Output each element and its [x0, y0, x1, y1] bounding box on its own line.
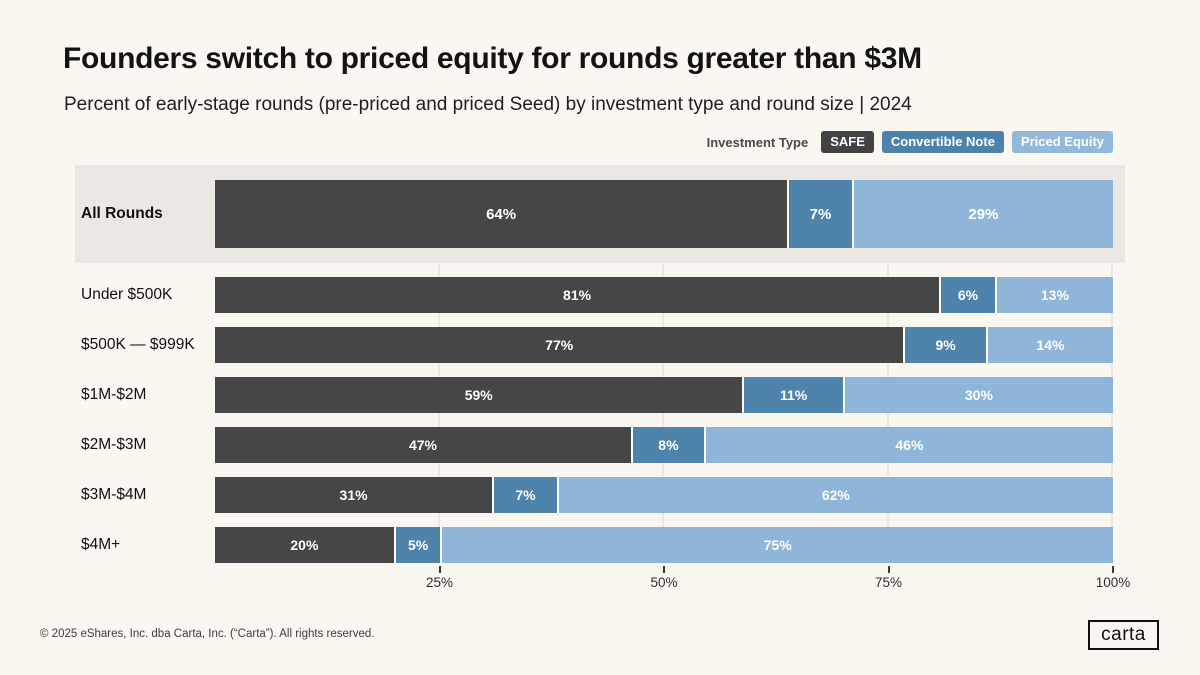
page-title: Founders switch to priced equity for rou…: [63, 42, 922, 75]
stacked-bar: 20% 5% 75%: [215, 527, 1113, 563]
bar-segment-safe: 81%: [215, 277, 940, 313]
legend-chip-convertible-note: Convertible Note: [881, 131, 1004, 153]
segment-value-label: 14%: [1036, 337, 1065, 353]
bar-segment-convertible-note: 5%: [395, 527, 441, 563]
bar-segment-safe: 59%: [215, 377, 743, 413]
stacked-bar: 47% 8% 46%: [215, 427, 1113, 463]
bar-segment-safe: 64%: [215, 180, 788, 248]
stacked-bar-chart: All Rounds 64% 7% 29% Under $500K 81% 6% 13% $50…: [75, 165, 1125, 577]
x-axis-tick-mark: [1112, 566, 1114, 573]
segment-value-label: 13%: [1040, 287, 1069, 303]
segment-value-label: 47%: [408, 437, 438, 453]
bar-segment-priced-equity: 30%: [844, 377, 1113, 413]
segment-value-label: 64%: [486, 205, 517, 223]
bar-segment-safe: 77%: [215, 327, 904, 363]
row-label: $2M-$3M: [81, 436, 147, 453]
segment-value-label: 46%: [895, 437, 924, 453]
x-axis-tick-mark: [438, 566, 441, 573]
x-axis-tick-mark: [663, 566, 665, 573]
gridline: [886, 165, 889, 563]
segment-value-label: 11%: [780, 387, 808, 403]
row-label: $1M-$2M: [81, 386, 147, 403]
chart-row: $4M+ 20% 5% 75%: [75, 527, 1125, 563]
bar-segment-priced-equity: 29%: [853, 180, 1113, 248]
segment-value-label: 5%: [408, 537, 429, 553]
x-axis-tick-label: 75%: [874, 575, 903, 590]
chart-row: $3M-$4M 31% 7% 62%: [75, 477, 1125, 513]
bar-segment-convertible-note: 7%: [789, 180, 852, 248]
carta-logo-text: carta: [1101, 623, 1146, 645]
stacked-bar: 77% 9% 14%: [215, 327, 1113, 363]
chart-row: $1M-$2M 59% 11% 30%: [75, 377, 1125, 413]
x-axis: 25% 50% 75% 100%: [215, 563, 1130, 595]
x-axis-tick-label: 100%: [1095, 575, 1131, 590]
chart-row: $500K — $999K 77% 9% 14%: [75, 327, 1125, 363]
row-label: Under $500K: [81, 286, 173, 303]
segment-value-label: 6%: [957, 287, 979, 303]
row-label: $500K — $999K: [81, 336, 195, 353]
segment-value-label: 81%: [563, 287, 592, 303]
legend-chip-safe: SAFE: [821, 131, 874, 153]
segment-value-label: 20%: [290, 537, 319, 553]
chart-row: Under $500K 81% 6% 13%: [75, 277, 1125, 313]
gridline: [1111, 165, 1113, 563]
segment-value-label: 8%: [658, 437, 679, 453]
gridline: [437, 165, 440, 563]
segment-value-label: 30%: [964, 387, 993, 403]
stacked-bar: 64% 7% 29%: [215, 180, 1113, 248]
x-axis-tick-mark: [887, 566, 890, 573]
legend: Investment Type SAFE Convertible Note Pric…: [707, 131, 1113, 153]
segment-value-label: 75%: [763, 537, 792, 553]
chart-gridlines: [215, 165, 1113, 563]
segment-value-label: 31%: [339, 487, 368, 503]
bar-segment-safe: 31%: [215, 477, 493, 513]
carta-logo: carta: [1088, 620, 1159, 650]
x-axis-tick-label: 25%: [425, 575, 454, 590]
segment-value-label: 7%: [515, 487, 536, 503]
x-axis-tick-label: 50%: [650, 575, 678, 590]
bar-segment-safe: 47%: [215, 427, 632, 463]
bar-segment-priced-equity: 13%: [996, 277, 1113, 313]
legend-chip-list: SAFE Convertible Note Priced Equity: [821, 131, 1113, 153]
segment-value-label: 77%: [545, 337, 574, 353]
legend-title: Investment Type: [706, 134, 809, 150]
bar-segment-priced-equity: 62%: [558, 477, 1113, 513]
bar-segment-safe: 20%: [215, 527, 394, 563]
segment-value-label: 7%: [809, 205, 832, 223]
bar-segment-priced-equity: 75%: [442, 527, 1113, 563]
row-label: $4M+: [81, 536, 121, 553]
bar-segment-convertible-note: 11%: [744, 377, 843, 413]
segment-value-label: 59%: [464, 387, 493, 403]
bar-segment-convertible-note: 7%: [494, 477, 557, 513]
segment-value-label: 62%: [821, 487, 850, 503]
row-label: $3M-$4M: [81, 486, 147, 503]
chart-row: $2M-$3M 47% 8% 46%: [75, 427, 1125, 463]
chart-row: All Rounds 64% 7% 29%: [75, 165, 1125, 263]
bar-segment-priced-equity: 14%: [987, 327, 1113, 363]
bar-segment-convertible-note: 6%: [941, 277, 995, 313]
bar-segment-convertible-note: 9%: [905, 327, 986, 363]
bar-segment-convertible-note: 8%: [633, 427, 704, 463]
gridline: [662, 165, 664, 563]
bar-segment-priced-equity: 46%: [705, 427, 1113, 463]
stacked-bar: 59% 11% 30%: [215, 377, 1113, 413]
stacked-bar: 81% 6% 13%: [215, 277, 1113, 313]
segment-value-label: 9%: [935, 337, 956, 353]
row-label: All Rounds: [81, 205, 163, 222]
page-subtitle: Percent of early-stage rounds (pre-price…: [64, 94, 912, 115]
stacked-bar: 31% 7% 62%: [215, 477, 1113, 513]
legend-chip-priced-equity: Priced Equity: [1011, 131, 1113, 153]
segment-value-label: 29%: [968, 205, 999, 223]
copyright-text: © 2025 eShares, Inc. dba Carta, Inc. (“C…: [40, 628, 375, 640]
